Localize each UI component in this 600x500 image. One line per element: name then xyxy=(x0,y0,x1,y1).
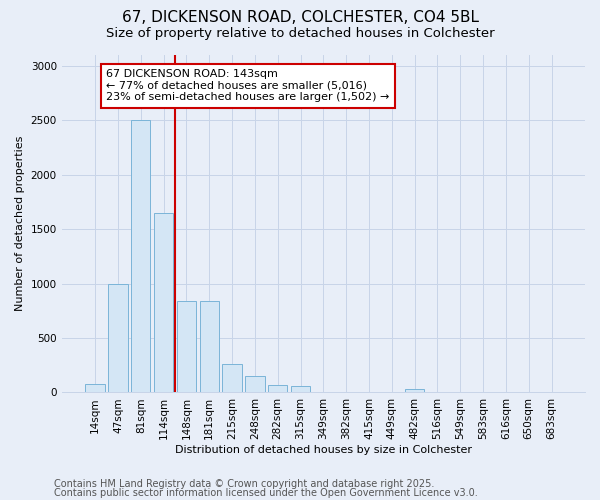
Text: Contains HM Land Registry data © Crown copyright and database right 2025.: Contains HM Land Registry data © Crown c… xyxy=(54,479,434,489)
Bar xyxy=(154,213,173,392)
Bar xyxy=(131,120,151,392)
Y-axis label: Number of detached properties: Number of detached properties xyxy=(15,136,25,312)
Bar xyxy=(85,384,105,392)
Text: Size of property relative to detached houses in Colchester: Size of property relative to detached ho… xyxy=(106,28,494,40)
Bar xyxy=(223,364,242,392)
Bar xyxy=(405,390,424,392)
Bar xyxy=(291,386,310,392)
Bar xyxy=(200,301,219,392)
X-axis label: Distribution of detached houses by size in Colchester: Distribution of detached houses by size … xyxy=(175,445,472,455)
Text: 67 DICKENSON ROAD: 143sqm
← 77% of detached houses are smaller (5,016)
23% of se: 67 DICKENSON ROAD: 143sqm ← 77% of detac… xyxy=(106,69,389,102)
Bar xyxy=(245,376,265,392)
Bar xyxy=(108,284,128,393)
Text: 67, DICKENSON ROAD, COLCHESTER, CO4 5BL: 67, DICKENSON ROAD, COLCHESTER, CO4 5BL xyxy=(121,10,479,25)
Text: Contains public sector information licensed under the Open Government Licence v3: Contains public sector information licen… xyxy=(54,488,478,498)
Bar xyxy=(177,301,196,392)
Bar xyxy=(268,385,287,392)
